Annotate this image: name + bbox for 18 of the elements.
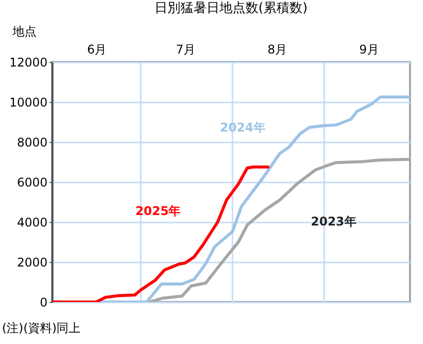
text: 2025年 [135, 204, 181, 218]
x-tick-label: 8月 [268, 42, 288, 56]
y-tick-label: 0 [40, 296, 48, 310]
text: (注)(資料)同上 [2, 321, 81, 335]
x-tick-label: 6月 [87, 42, 107, 56]
y-tick-label: 8000 [16, 136, 48, 150]
y-tick-label: 12000 [9, 56, 48, 70]
line-series [52, 166, 270, 302]
series-label: 2024年 [220, 120, 266, 134]
y-tick-label: 2000 [16, 256, 48, 270]
chart-title: 日別猛暑日地点数(累積数) [154, 1, 308, 16]
y-tick-label: 10000 [9, 96, 48, 110]
y-tick-label: 6000 [16, 176, 48, 190]
text: 2023年 [310, 214, 356, 228]
x-tick-label: 7月 [176, 42, 196, 56]
x-tick-label: 9月 [359, 42, 379, 56]
y-axis-title: 地点 [12, 24, 36, 38]
y-tick-label: 4000 [16, 216, 48, 230]
